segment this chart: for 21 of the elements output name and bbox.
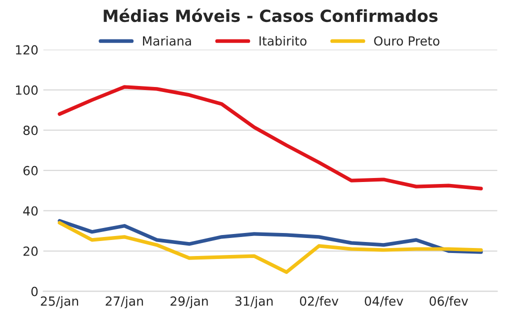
line-series bbox=[58, 221, 483, 274]
y-tick-label: 20 bbox=[24, 246, 38, 256]
x-tick-label: 25/jan bbox=[40, 296, 78, 308]
x-tick-label: 06/fev bbox=[430, 296, 468, 307]
x-tick-label: 04/fev bbox=[364, 296, 404, 307]
chart-title: Médias Móveis - Casos Confirmados bbox=[104, 8, 438, 22]
y-tick-label: 80 bbox=[23, 126, 38, 136]
x-tick-label: 02/fev bbox=[300, 296, 338, 307]
legend-label: Mariana bbox=[143, 36, 191, 46]
y-tick-label: 40 bbox=[23, 206, 38, 216]
x-tick-label: 31/jan bbox=[235, 296, 273, 308]
y-tick-label: 120 bbox=[16, 45, 38, 55]
y-tick-label: 100 bbox=[16, 85, 38, 95]
y-tick-label: 60 bbox=[23, 166, 38, 176]
x-tick-label: 29/jan bbox=[170, 296, 208, 308]
line-series bbox=[58, 219, 483, 254]
x-tick-label: 27/jan bbox=[106, 296, 143, 308]
line-series bbox=[58, 85, 483, 190]
y-tick-label: 0 bbox=[31, 286, 38, 296]
legend-label: Itabirito bbox=[260, 36, 306, 46]
legend-label: Ouro Preto bbox=[374, 36, 440, 46]
